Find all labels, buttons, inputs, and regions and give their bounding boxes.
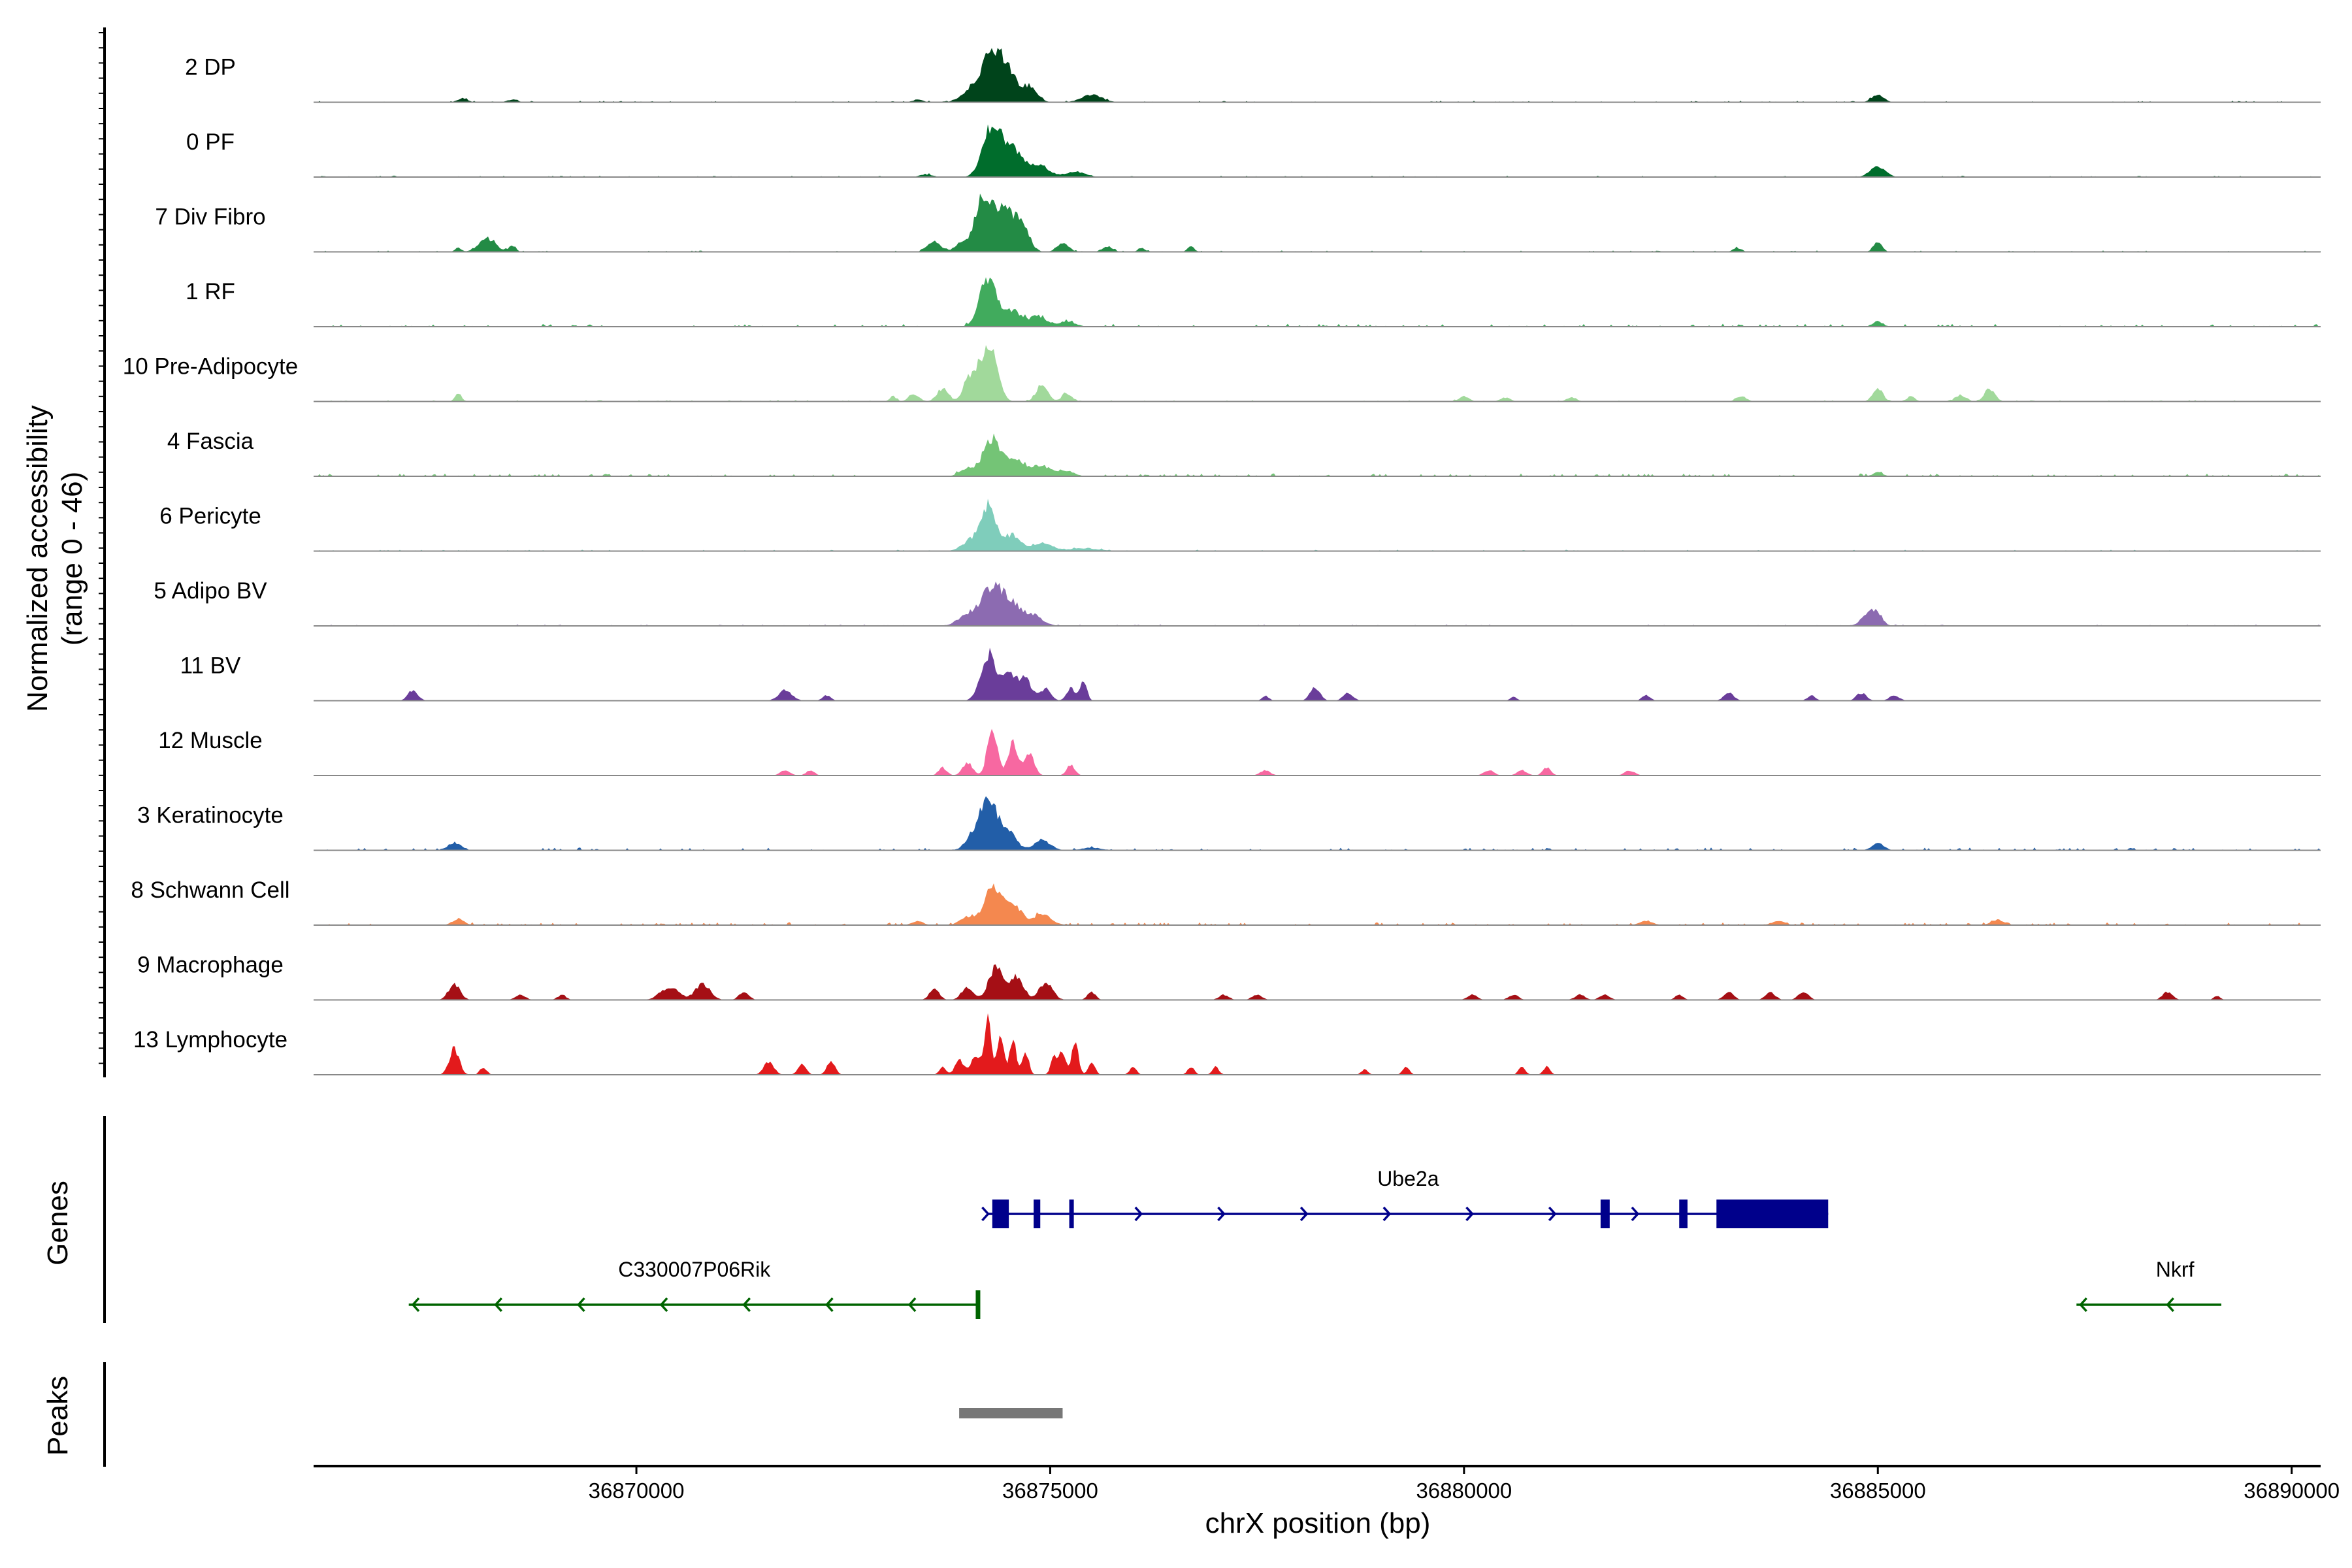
track-label: 1 RF xyxy=(186,279,235,304)
track-label: 5 Adipo BV xyxy=(154,578,267,604)
track-4: 1 RF xyxy=(186,277,2321,327)
gene-exon xyxy=(1716,1200,1829,1228)
x-axis: 36870000 36875000 36880000 36885000 36890000 xyxy=(314,1465,2340,1503)
track-label: 12 Muscle xyxy=(158,728,263,753)
gene-label: Nkrf xyxy=(2156,1258,2195,1281)
x-tick-label: 36870000 xyxy=(589,1478,685,1503)
gene-strand-arrow xyxy=(981,1206,990,1222)
gene-exon xyxy=(1069,1200,1074,1228)
gene-strand-arrow xyxy=(577,1297,585,1313)
track-label: 10 Pre-Adipocyte xyxy=(123,354,298,380)
genes-panel-label: Genes xyxy=(42,1181,74,1266)
gene-C330007P06Rik: C330007P06Rik xyxy=(408,1258,981,1319)
track-14: 13 Lymphocyte xyxy=(133,1013,2321,1075)
track-12: 8 Schwann Cell xyxy=(131,877,2321,926)
track-label: 9 Macrophage xyxy=(137,953,284,978)
gene-exon xyxy=(992,1200,1009,1228)
track-1: 2 DP xyxy=(185,48,2321,103)
x-tick-label: 36875000 xyxy=(1002,1478,1098,1503)
x-tick-label: 36885000 xyxy=(1830,1478,1926,1503)
gene-strand-arrow xyxy=(742,1297,751,1313)
track-label: 7 Div Fibro xyxy=(155,204,265,230)
track-8: 5 Adipo BV xyxy=(154,578,2321,627)
gene-Ube2a: Ube2a xyxy=(981,1167,1829,1228)
gene-strand-arrow xyxy=(1217,1206,1226,1222)
gene-strand-arrow xyxy=(1548,1206,1557,1222)
track-label: 8 Schwann Cell xyxy=(131,877,289,903)
gene-strand-arrow xyxy=(1631,1206,1640,1222)
track-5: 10 Pre-Adipocyte xyxy=(123,345,2321,402)
gene-strand-arrow xyxy=(2166,1297,2174,1313)
gene-strand-arrow xyxy=(411,1297,420,1313)
x-axis-title: chrX position (bp) xyxy=(1205,1507,1431,1539)
gene-label: Ube2a xyxy=(1377,1167,1439,1190)
axis-titles: Normalized accessibility (range 0 - 46) … xyxy=(22,405,1430,1539)
track-coverage-area xyxy=(314,647,2321,701)
track-label: 13 Lymphocyte xyxy=(133,1027,287,1053)
gene-strand-arrow xyxy=(2079,1297,2087,1313)
gene-exon xyxy=(1600,1200,1610,1228)
gene-exon xyxy=(1679,1200,1688,1228)
y-axis xyxy=(99,27,106,1077)
track-11: 3 Keratinocyte xyxy=(137,796,2321,851)
track-label: 11 BV xyxy=(180,653,241,679)
track-3: 7 Div Fibro xyxy=(155,193,2321,253)
gene-strand-arrow xyxy=(1134,1206,1143,1222)
gene-label: C330007P06Rik xyxy=(618,1258,771,1281)
x-tick-label: 36880000 xyxy=(1416,1478,1512,1503)
y-axis-title-line1: Normalized accessibility xyxy=(22,405,54,711)
peaks-panel-label: Peaks xyxy=(42,1376,74,1456)
track-13: 9 Macrophage xyxy=(137,953,2321,1001)
track-9: 11 BV xyxy=(180,647,2321,702)
gene-exon xyxy=(1034,1200,1041,1228)
track-7: 6 Pericyte xyxy=(159,498,2321,552)
gene-strand-arrow xyxy=(494,1297,502,1313)
track-6: 4 Fascia xyxy=(167,429,2321,477)
gene-strand-arrow xyxy=(1299,1206,1309,1222)
genes-panel: Ube2a C330007P06Rik Nkrf xyxy=(103,1116,2221,1323)
peaks-panel xyxy=(103,1362,1063,1467)
track-label: 3 Keratinocyte xyxy=(137,803,284,828)
gene-Nkrf: Nkrf xyxy=(2076,1258,2221,1313)
coverage-tracks: 2 DP 0 PF 7 Div Fibro 1 RF 10 Pre-Adipocyte 4… xyxy=(123,48,2321,1075)
gene-strand-arrow xyxy=(1465,1206,1474,1222)
track-label: 6 Pericyte xyxy=(159,504,261,529)
gene-strand-arrow xyxy=(825,1297,834,1313)
gene-strand-arrow xyxy=(907,1297,917,1313)
track-label: 4 Fascia xyxy=(167,429,254,454)
gene-strand-arrow xyxy=(659,1297,668,1313)
gene-strand-arrow xyxy=(1382,1206,1392,1222)
track-10: 12 Muscle xyxy=(158,728,2321,776)
track-label: 2 DP xyxy=(185,55,236,80)
peak-region xyxy=(959,1408,1063,1418)
y-axis-title-line2: (range 0 - 46) xyxy=(56,472,88,646)
gene-exon xyxy=(975,1290,981,1319)
track-label: 0 PF xyxy=(186,129,235,155)
track-2: 0 PF xyxy=(186,124,2321,178)
x-tick-label: 36890000 xyxy=(2244,1478,2340,1503)
